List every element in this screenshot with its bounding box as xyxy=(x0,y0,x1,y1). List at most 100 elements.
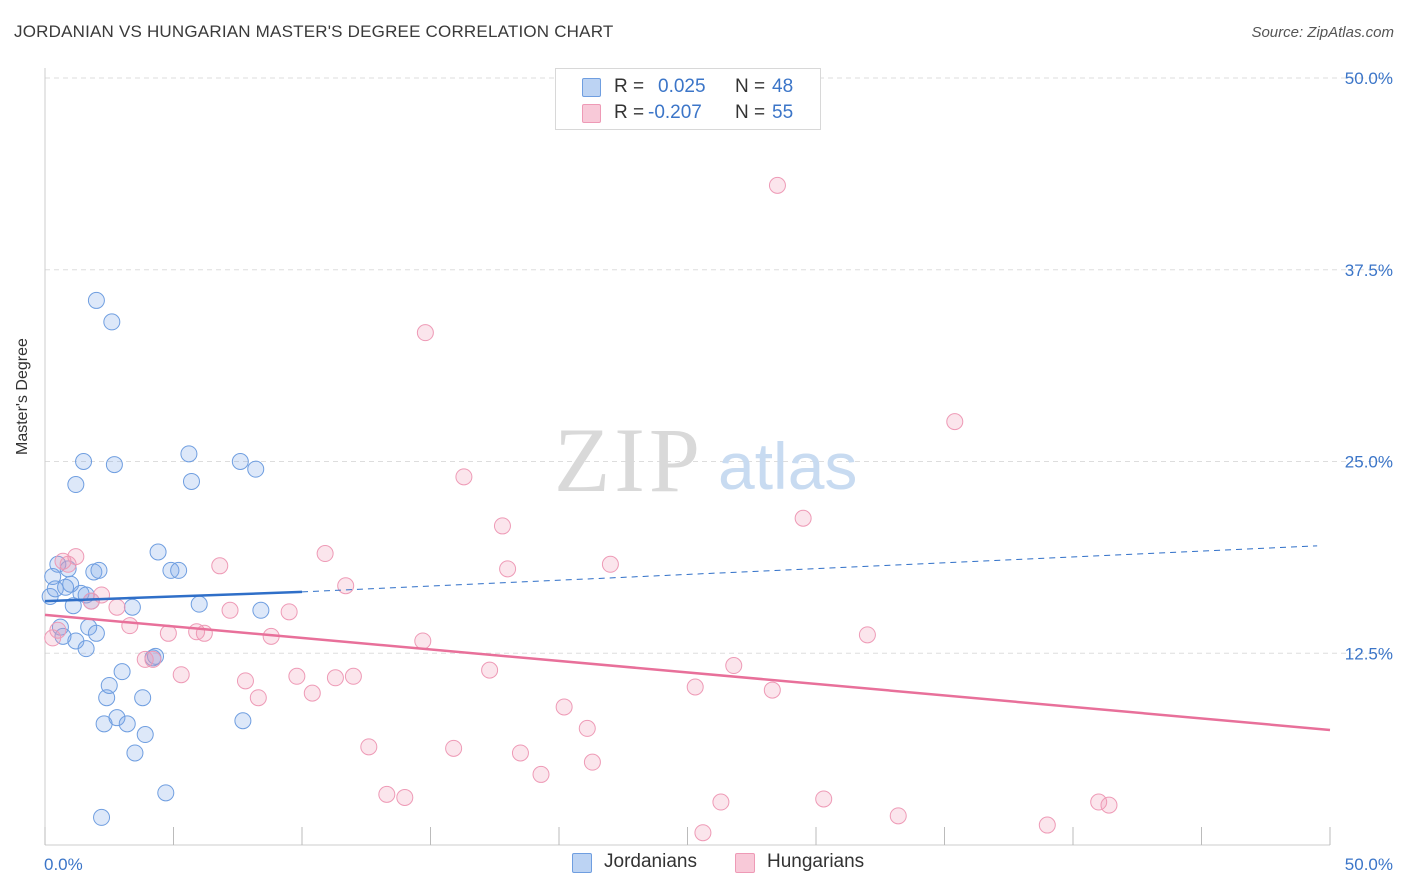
point-hungarian xyxy=(49,621,67,639)
point-hungarian xyxy=(416,324,434,342)
trendline-jordanians-projection xyxy=(301,545,1318,593)
watermark: ZIP atlas xyxy=(554,409,857,511)
point-jordanian xyxy=(90,561,108,579)
point-hungarian xyxy=(1038,816,1056,834)
point-hungarian xyxy=(221,601,239,619)
watermark-zip: ZIP xyxy=(554,409,704,511)
legend-r-value-hungarians: -0.207 xyxy=(648,102,702,123)
point-hungarian xyxy=(815,790,833,808)
y-tick-label: 50.0% xyxy=(1345,69,1393,88)
point-jordanian xyxy=(136,726,154,744)
point-hungarian xyxy=(54,552,72,570)
point-jordanian xyxy=(49,555,67,573)
point-hungarian xyxy=(1100,796,1118,814)
point-jordanian xyxy=(149,543,167,561)
point-hungarian xyxy=(889,807,907,825)
point-jordanian xyxy=(87,624,105,642)
point-hungarian xyxy=(316,545,334,563)
point-jordanian xyxy=(77,640,95,658)
point-hungarian xyxy=(481,661,499,679)
trend-layer xyxy=(44,545,1331,732)
point-hungarian xyxy=(583,753,601,771)
point-hungarian xyxy=(211,557,229,575)
point-hungarian xyxy=(414,632,432,650)
point-hungarian xyxy=(396,788,414,806)
point-hungarian xyxy=(578,719,596,737)
legend-n-value-hungarians: 55 xyxy=(772,102,794,123)
point-jordanian xyxy=(118,715,136,733)
point-hungarian xyxy=(67,548,85,566)
point-hungarian xyxy=(455,468,473,486)
point-hungarian xyxy=(493,517,511,535)
point-jordanian xyxy=(93,808,111,826)
grid-layer xyxy=(45,77,1395,654)
x-tick-label: 50.0% xyxy=(1345,855,1393,874)
legend-n-value-jordanians: 48 xyxy=(772,76,794,97)
point-jordanian xyxy=(100,676,118,694)
point-jordanian xyxy=(180,445,198,463)
point-hungarian xyxy=(694,824,712,842)
bottom-legend-swatch-hungarians xyxy=(735,853,755,873)
legend-n-label: N = xyxy=(735,76,766,97)
point-jordanian xyxy=(252,601,270,619)
point-hungarian xyxy=(1090,793,1108,811)
tick-label-layer: 12.5% 25.0% 37.5% 50.0% 0.0% 50.0% xyxy=(44,69,1393,874)
point-jordanian xyxy=(170,561,188,579)
watermark-atlas: atlas xyxy=(718,429,857,503)
point-hungarian xyxy=(236,672,254,690)
point-hungarian xyxy=(249,689,267,707)
y-tick-label: 37.5% xyxy=(1345,261,1393,280)
y-axis-label: Master's Degree xyxy=(14,338,31,455)
point-hungarian xyxy=(601,555,619,573)
legend-r-label: R = xyxy=(614,76,645,97)
point-jordanian xyxy=(182,472,200,490)
point-jordanian xyxy=(134,689,152,707)
y-tick-label: 25.0% xyxy=(1345,453,1393,472)
bottom-legend-swatch-jordanians xyxy=(572,853,592,873)
point-hungarian xyxy=(326,669,344,687)
point-hungarian xyxy=(499,560,517,578)
legend-r-label: R = xyxy=(614,102,645,123)
point-jordanian xyxy=(67,476,85,494)
point-hungarian xyxy=(159,624,177,642)
point-hungarian xyxy=(344,667,362,685)
point-hungarian xyxy=(378,785,396,803)
chart-title: JORDANIAN VS HUNGARIAN MASTER'S DEGREE C… xyxy=(14,22,614,41)
point-jordanian xyxy=(231,453,249,470)
point-jordanian xyxy=(105,456,123,474)
point-jordanian xyxy=(57,578,75,596)
point-hungarian xyxy=(108,598,126,616)
bottom-legend-label-jordanians: Jordanians xyxy=(604,851,697,872)
point-hungarian xyxy=(858,626,876,644)
point-jordanian xyxy=(247,460,265,478)
point-hungarian xyxy=(725,657,743,675)
legend-swatch-jordanians xyxy=(582,78,601,97)
point-jordanian xyxy=(190,595,208,613)
point-hungarian xyxy=(337,577,355,595)
x-tick-label: 0.0% xyxy=(44,855,83,874)
axis-layer xyxy=(44,68,1331,846)
point-jordanian xyxy=(157,784,175,802)
y-tick-label: 12.5% xyxy=(1345,644,1393,663)
point-hungarian xyxy=(768,176,786,194)
point-jordanian xyxy=(123,598,141,616)
point-hungarian xyxy=(445,739,463,757)
point-hungarian xyxy=(144,650,162,668)
point-hungarian xyxy=(532,765,550,783)
point-jordanian xyxy=(108,709,126,727)
point-hungarian xyxy=(794,509,812,527)
point-jordanian xyxy=(113,663,131,681)
point-hungarian xyxy=(360,738,378,756)
trendline-jordanians xyxy=(44,590,303,603)
point-hungarian xyxy=(288,667,306,685)
trendline-hungarians xyxy=(44,613,1331,732)
bottom-legend-label-hungarians: Hungarians xyxy=(767,851,865,872)
point-hungarian xyxy=(82,592,100,610)
point-hungarian xyxy=(93,586,111,604)
point-jordanian xyxy=(64,597,82,615)
point-hungarian xyxy=(555,698,573,716)
point-jordanian xyxy=(87,291,105,309)
point-hungarian xyxy=(303,684,321,702)
legend-swatch-hungarians xyxy=(582,104,601,123)
